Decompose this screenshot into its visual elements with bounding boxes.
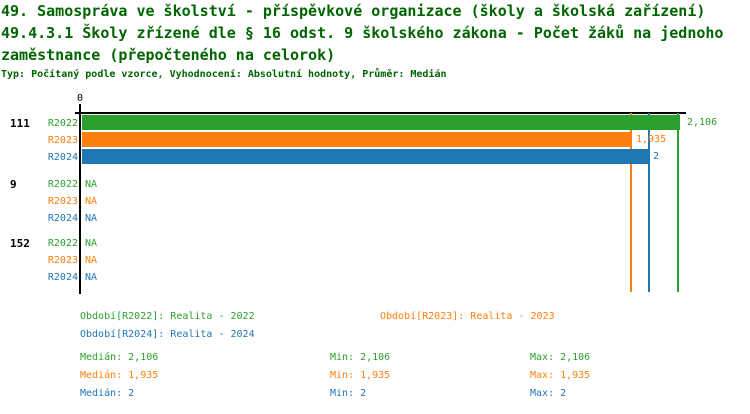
stat-median-r2024: Medián: 2 <box>80 388 135 399</box>
row-label-r2022: R2022 <box>47 238 78 249</box>
bar-value-label: 2,106 <box>687 117 718 128</box>
legend-item-r2023: Období[R2023]: Realita - 2023 <box>380 311 555 322</box>
chart-title-line-2: 49.4.3.1 Školy zřízené dle § 16 odst. 9 … <box>1 24 724 42</box>
chart-title-line-1: 49. Samospráva ve školství - příspěvkové… <box>1 2 706 20</box>
group-label-9: 9 <box>10 178 17 191</box>
stat-min-r2024: Min: 2 <box>330 388 367 399</box>
legend-item-r2024: Období[R2024]: Realita - 2024 <box>80 329 255 340</box>
row-label-r2023: R2023 <box>47 196 78 207</box>
median-line-r2022 <box>677 113 679 292</box>
chart-subtitle: Typ: Počítaný podle vzorce, Vyhodnocení:… <box>1 69 447 80</box>
legend-item-r2022: Období[R2022]: Realita - 2022 <box>80 311 255 322</box>
row-label-r2023: R2023 <box>47 135 78 146</box>
bar-111-r2023 <box>82 132 631 147</box>
bar-value-label: 1,935 <box>636 134 667 145</box>
group-label-111: 111 <box>10 117 30 130</box>
x-axis-line <box>75 112 686 114</box>
stat-max-r2023: Max: 1,935 <box>530 370 591 381</box>
chart-title-line-3: zaměstnance (přepočteného na celorok) <box>1 46 336 64</box>
bar-111-r2022 <box>82 115 680 130</box>
stat-max-r2024: Max: 2 <box>530 388 567 399</box>
stat-median-r2022: Medián: 2,106 <box>80 352 159 363</box>
row-label-r2022: R2022 <box>47 179 78 190</box>
bar-value-label: 2 <box>653 151 660 162</box>
stat-min-r2023: Min: 1,935 <box>330 370 391 381</box>
axis-zero-label: 0 <box>76 93 84 104</box>
median-line-r2023 <box>630 113 632 292</box>
stat-max-r2022: Max: 2,106 <box>530 352 591 363</box>
stat-median-r2023: Medián: 1,935 <box>80 370 159 381</box>
row-label-r2022: R2022 <box>47 118 78 129</box>
na-value-label: NA <box>85 238 98 249</box>
na-value-label: NA <box>85 255 98 266</box>
y-axis-line <box>79 104 81 294</box>
na-value-label: NA <box>85 213 98 224</box>
row-label-r2023: R2023 <box>47 255 78 266</box>
group-label-152: 152 <box>10 237 30 250</box>
na-value-label: NA <box>85 272 98 283</box>
row-label-r2024: R2024 <box>47 272 78 283</box>
na-value-label: NA <box>85 179 98 190</box>
median-line-r2024 <box>648 113 650 292</box>
row-label-r2024: R2024 <box>47 152 78 163</box>
bar-111-r2024 <box>82 149 649 164</box>
row-label-r2024: R2024 <box>47 213 78 224</box>
na-value-label: NA <box>85 196 98 207</box>
stat-min-r2022: Min: 2,106 <box>330 352 391 363</box>
